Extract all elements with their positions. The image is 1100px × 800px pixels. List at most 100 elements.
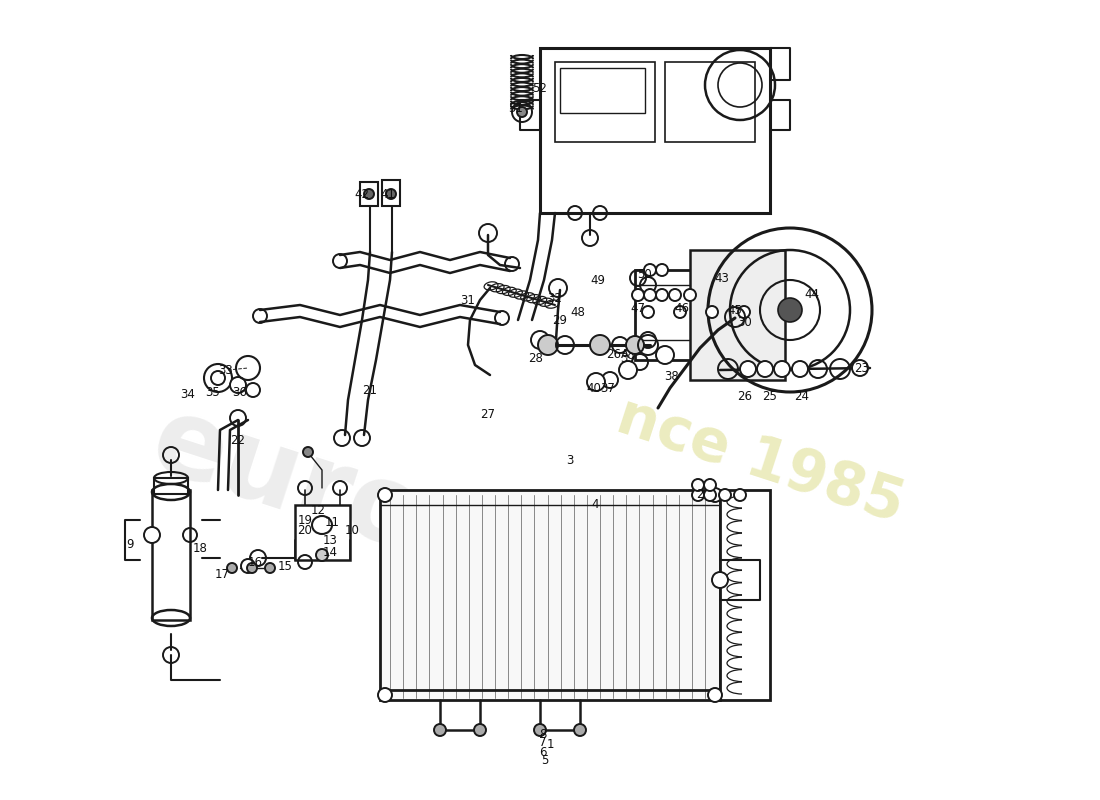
Text: 51: 51 [508, 102, 524, 114]
Text: 25: 25 [762, 390, 778, 402]
Circle shape [587, 373, 605, 391]
Text: 19: 19 [297, 514, 312, 526]
Circle shape [757, 361, 773, 377]
Text: 17: 17 [214, 567, 230, 581]
Circle shape [656, 264, 668, 276]
Circle shape [227, 563, 236, 573]
Text: 6: 6 [539, 746, 547, 758]
Bar [560, 68, 645, 113]
Circle shape [792, 361, 808, 377]
Text: 27: 27 [481, 409, 495, 422]
Text: 39: 39 [620, 351, 636, 365]
Circle shape [674, 306, 686, 318]
Circle shape [378, 688, 392, 702]
Text: 15: 15 [277, 559, 293, 573]
Circle shape [708, 688, 722, 702]
Text: 29: 29 [552, 314, 568, 326]
Circle shape [778, 298, 802, 322]
Text: 3: 3 [566, 454, 574, 466]
Text: 37: 37 [601, 382, 615, 394]
Text: 9: 9 [126, 538, 134, 551]
Text: 11: 11 [324, 515, 340, 529]
Text: 1: 1 [547, 738, 553, 751]
Text: 30: 30 [738, 315, 752, 329]
Circle shape [684, 289, 696, 301]
Text: 14: 14 [322, 546, 338, 558]
Circle shape [248, 563, 257, 573]
Bar [154, 478, 188, 494]
Circle shape [712, 572, 728, 588]
Text: 21: 21 [363, 383, 377, 397]
Text: 52: 52 [532, 82, 548, 94]
Circle shape [230, 377, 246, 393]
Text: 40: 40 [586, 382, 602, 394]
Text: 16: 16 [248, 555, 263, 569]
Text: 38: 38 [664, 370, 680, 382]
Text: 24: 24 [794, 390, 810, 402]
Text: 50: 50 [638, 269, 652, 282]
Circle shape [434, 724, 446, 736]
Bar [635, 270, 764, 360]
Text: 18: 18 [192, 542, 208, 554]
Circle shape [246, 383, 260, 397]
Text: 42: 42 [354, 189, 370, 202]
Text: 46: 46 [674, 302, 690, 314]
Text: a part: a part [417, 542, 623, 658]
Bar [152, 490, 190, 620]
Bar [666, 62, 755, 142]
Circle shape [590, 335, 610, 355]
Text: 48: 48 [571, 306, 585, 318]
Text: 43: 43 [715, 271, 729, 285]
Text: 12: 12 [310, 503, 326, 517]
Circle shape [517, 107, 527, 117]
Circle shape [706, 306, 718, 318]
Circle shape [574, 724, 586, 736]
Circle shape [774, 361, 790, 377]
Circle shape [738, 306, 750, 318]
Text: 44: 44 [804, 289, 820, 302]
Circle shape [265, 563, 275, 573]
Bar [690, 250, 785, 380]
Bar [382, 180, 400, 206]
Circle shape [316, 549, 328, 561]
Circle shape [692, 489, 704, 501]
Text: 7: 7 [539, 737, 547, 750]
Text: 26A: 26A [606, 349, 629, 362]
Text: 31: 31 [461, 294, 475, 306]
Bar [720, 490, 770, 700]
Text: 13: 13 [322, 534, 338, 546]
Text: 34: 34 [180, 389, 196, 402]
Circle shape [734, 489, 746, 501]
Circle shape [740, 361, 756, 377]
Bar [360, 182, 378, 206]
Text: 22: 22 [231, 434, 245, 446]
Text: 8: 8 [539, 729, 547, 742]
Text: 4: 4 [592, 498, 598, 511]
Text: europarts: europarts [139, 387, 741, 673]
Text: 33: 33 [219, 363, 233, 377]
Circle shape [364, 189, 374, 199]
Text: 45: 45 [727, 303, 742, 317]
Text: 35: 35 [206, 386, 220, 399]
Circle shape [619, 361, 637, 379]
Circle shape [692, 479, 704, 491]
Circle shape [144, 527, 159, 543]
Circle shape [669, 289, 681, 301]
Circle shape [534, 724, 546, 736]
Circle shape [538, 335, 558, 355]
Bar [379, 490, 720, 700]
Circle shape [474, 724, 486, 736]
Bar [556, 62, 654, 142]
Circle shape [241, 559, 255, 573]
Circle shape [386, 189, 396, 199]
Bar [540, 48, 770, 213]
Circle shape [852, 360, 868, 376]
Text: 36: 36 [232, 386, 248, 399]
Text: 49: 49 [591, 274, 605, 286]
Circle shape [704, 489, 716, 501]
Text: 20: 20 [298, 523, 312, 537]
Circle shape [378, 488, 392, 502]
Circle shape [656, 289, 668, 301]
Text: nce 1985: nce 1985 [609, 386, 911, 534]
Text: 47: 47 [630, 302, 646, 314]
